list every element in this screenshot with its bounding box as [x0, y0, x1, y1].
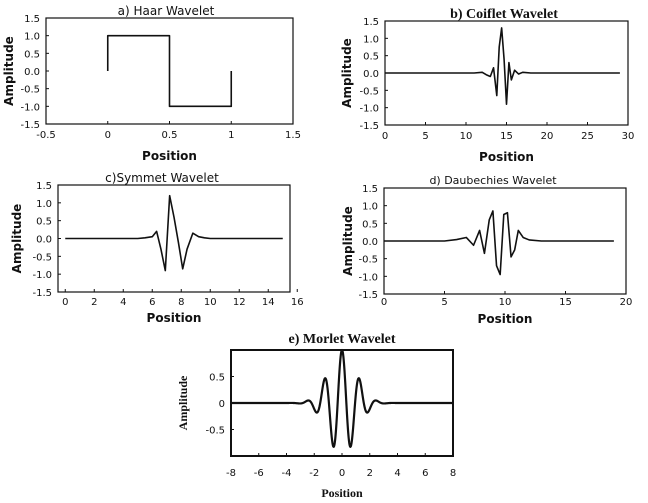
coiflet-y-tick-label: 0.0	[363, 69, 379, 80]
coiflet-y-tick-label: 0.5	[363, 52, 379, 63]
coiflet-y-tick-label: -1.0	[359, 104, 379, 115]
haar-x-tick-label: 1.5	[285, 130, 301, 141]
daubechies-y-tick-label: -0.5	[358, 255, 378, 266]
coiflet-y-tick-label: -0.5	[359, 86, 379, 97]
symmet-x-tick-label: 4	[120, 297, 126, 308]
morlet-y-tick-label: 0.5	[209, 373, 225, 384]
daubechies-x-axis-label: Position	[478, 312, 533, 326]
morlet-title: e) Morlet Wavelet	[288, 332, 395, 347]
symmet-x-tick-label: 10	[204, 297, 217, 308]
symmet-x-tick-label: 12	[233, 297, 246, 308]
daubechies-series-line	[384, 210, 614, 276]
symmet-y-tick-label: -0.5	[32, 252, 52, 263]
morlet-x-tick-label: -2	[309, 468, 319, 479]
coiflet-x-tick-label: 20	[541, 131, 554, 142]
daubechies-x-tick-label: 0	[381, 297, 387, 308]
morlet-y-axis-label: Amplitude	[176, 375, 190, 430]
haar-x-tick-label: 0	[105, 130, 111, 141]
morlet-y-tick-label: -0.5	[205, 426, 225, 437]
symmet-title: c)Symmet Wavelet	[105, 171, 219, 185]
coiflet-y-axis-label: Amplitude	[340, 38, 354, 108]
symmet-y-tick-label: 0.5	[36, 217, 52, 228]
haar-y-tick-label: 0.5	[24, 49, 40, 60]
coiflet-title: b) Coiflet Wavelet	[450, 7, 558, 22]
daubechies-y-tick-label: 0.0	[362, 237, 378, 248]
coiflet-y-tick-label: 1.5	[363, 17, 379, 28]
symmet-y-tick-label: -1.5	[32, 288, 52, 299]
symmet-x-tick-label: 2	[91, 297, 97, 308]
morlet-x-axis-label: Position	[321, 486, 363, 500]
coiflet-x-tick-label: 10	[460, 131, 473, 142]
symmet-x-tick-label: 14	[262, 297, 275, 308]
morlet-x-tick-label: 0	[339, 468, 345, 479]
haar-x-axis-label: Position	[142, 149, 197, 163]
symmet-y-axis-label: Amplitude	[10, 204, 24, 274]
symmet-x-axis-label: Position	[147, 311, 202, 325]
morlet-y-tick-label: 0	[219, 399, 225, 410]
haar-y-tick-label: 0.0	[24, 67, 40, 78]
morlet-series-line	[230, 348, 454, 448]
symmet-y-tick-label: 1.0	[36, 199, 52, 210]
daubechies-y-axis-label: Amplitude	[341, 206, 355, 276]
coiflet-x-tick-label: 30	[622, 131, 635, 142]
haar-y-tick-label: 1.0	[24, 32, 40, 43]
daubechies-y-tick-label: -1.5	[358, 290, 378, 301]
symmet-y-tick-label: -1.0	[32, 270, 52, 281]
symmet-x-tick-label: 6	[149, 297, 155, 308]
daubechies-x-tick-label: 5	[441, 297, 447, 308]
symmet-x-tick-label: 8	[178, 297, 184, 308]
daubechies-y-tick-label: 1.0	[362, 202, 378, 213]
coiflet-x-tick-label: 5	[422, 131, 428, 142]
coiflet-y-tick-label: 1.0	[363, 34, 379, 45]
morlet-x-tick-label: 4	[394, 468, 400, 479]
daubechies-x-tick-label: 20	[620, 297, 633, 308]
haar-y-tick-label: -0.5	[20, 85, 40, 96]
haar-x-tick-label: 0.5	[162, 130, 178, 141]
morlet-x-tick-label: 6	[422, 468, 428, 479]
haar-y-tick-label: -1.0	[20, 102, 40, 113]
daubechies-y-tick-label: 1.5	[362, 184, 378, 195]
coiflet-x-tick-label: 0	[382, 131, 388, 142]
haar-y-axis-label: Amplitude	[2, 36, 16, 106]
symmet-series-line	[65, 194, 283, 272]
haar-x-tick-label: 1	[228, 130, 234, 141]
haar-series-line	[106, 34, 233, 108]
coiflet-series-line	[385, 27, 620, 105]
morlet-x-tick-label: -4	[282, 468, 292, 479]
morlet-x-tick-label: 2	[367, 468, 373, 479]
haar-y-tick-label: -1.5	[20, 120, 40, 131]
coiflet-y-tick-label: -1.5	[359, 121, 379, 132]
coiflet-x-tick-label: 15	[500, 131, 513, 142]
daubechies-y-tick-label: -1.0	[358, 272, 378, 283]
morlet-x-tick-label: -6	[254, 468, 264, 479]
symmet-y-tick-label: 0.0	[36, 235, 52, 246]
coiflet-x-axis-label: Position	[479, 150, 534, 164]
daubechies-title: d) Daubechies Wavelet	[429, 174, 557, 187]
symmet-y-tick-label: 1.5	[36, 181, 52, 192]
haar-x-tick-label: -0.5	[36, 130, 56, 141]
daubechies-y-tick-label: 0.5	[362, 219, 378, 230]
symmet-x-tick-label: 16	[291, 297, 304, 308]
morlet-x-tick-label: -8	[226, 468, 236, 479]
daubechies-x-tick-label: 15	[559, 297, 572, 308]
coiflet-x-tick-label: 25	[581, 131, 594, 142]
daubechies-x-tick-label: 10	[499, 297, 512, 308]
morlet-x-tick-label: 8	[450, 468, 456, 479]
haar-y-tick-label: 1.5	[24, 14, 40, 25]
symmet-x-tick-label: 0	[62, 297, 68, 308]
haar-title: a) Haar Wavelet	[118, 4, 215, 18]
